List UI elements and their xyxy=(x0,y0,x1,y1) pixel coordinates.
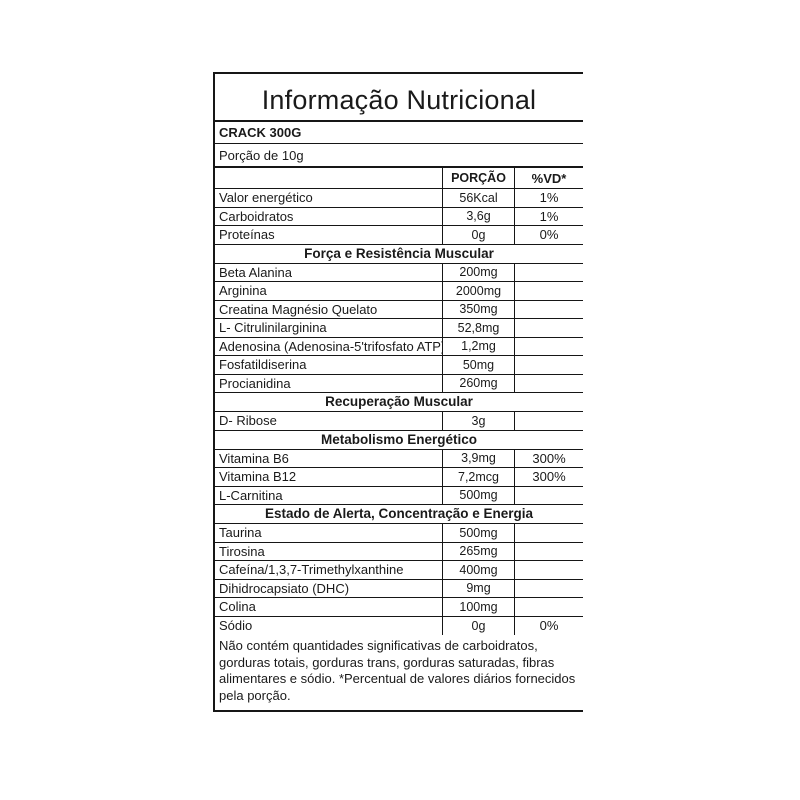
nutrient-row: Arginina 2000mg xyxy=(215,282,583,301)
nutrient-dv xyxy=(515,487,583,505)
nutrient-amount: 500mg xyxy=(443,524,515,542)
nutrient-row: L-Carnitina 500mg xyxy=(215,486,583,505)
nutrient-dv xyxy=(515,319,583,337)
nutrient-dv xyxy=(515,282,583,300)
product-name-row: CRACK 300G xyxy=(215,122,583,144)
section-header-row: Força e Resistência Muscular xyxy=(215,245,583,264)
nutrient-dv xyxy=(515,543,583,561)
nutrient-dv xyxy=(515,301,583,319)
nutrient-dv: 1% xyxy=(539,208,559,224)
nutrient-row: Cafeína/1,3,7-Trimethylxanthine 400mg xyxy=(215,561,583,580)
nutrient-amount: 260mg xyxy=(443,374,515,392)
nutrient-rows-container: Valor energético 56Kcal 1% Carboidratos 3,6g… xyxy=(215,189,583,635)
nutrient-amount: 50mg xyxy=(443,356,515,374)
nutrient-amount: 3,6g xyxy=(443,207,515,225)
nutrient-row: Vitamina B12 7,2mcg 300% xyxy=(215,468,583,487)
nutrient-dv xyxy=(515,561,583,579)
nutrient-amount: 200mg xyxy=(443,263,515,281)
serving-size-row: Porção de 10g xyxy=(215,144,583,168)
nutrient-amount: 400mg xyxy=(443,561,515,579)
footnote: Não contém quantidades significativas de… xyxy=(219,638,576,703)
nutrient-amount: 0g xyxy=(443,616,515,635)
nutrient-amount: 100mg xyxy=(443,598,515,616)
nutrient-row: Tirosina 265mg xyxy=(215,542,583,561)
nutrient-row: Valor energético 56Kcal 1% xyxy=(215,189,583,208)
nutrient-row: Sódio 0g 0% xyxy=(215,616,583,635)
nutrient-amount: 56Kcal xyxy=(443,189,515,207)
nutrient-row: Fosfatildiserina 50mg xyxy=(215,356,583,375)
nutrient-row: Vitamina B6 3,9mg 300% xyxy=(215,449,583,468)
nutrient-dv: 0% xyxy=(539,618,559,634)
nutrient-name: Vitamina B6 xyxy=(215,449,443,467)
section-header-row: Metabolismo Energético xyxy=(215,431,583,450)
nutrient-amount: 500mg xyxy=(443,486,515,504)
nutrient-dv: 1% xyxy=(539,190,559,206)
nutrient-name: Creatina Magnésio Quelato xyxy=(215,300,443,318)
nutrient-dv xyxy=(515,375,583,393)
nutrient-name: Arginina xyxy=(215,282,443,300)
column-header-blank xyxy=(215,168,443,188)
nutrient-dv xyxy=(515,264,583,282)
nutrient-row: Dihidrocapsiato (DHC) 9mg xyxy=(215,579,583,598)
nutrient-name: Cafeína/1,3,7-Trimethylxanthine xyxy=(215,561,443,579)
nutrient-amount: 2000mg xyxy=(443,282,515,300)
nutrient-dv: 300% xyxy=(532,469,566,485)
nutrient-row: Adenosina (Adenosina-5'trifosfato ATP) 1,… xyxy=(215,337,583,356)
nutrient-row: L- Citrulinilarginina 52,8mg xyxy=(215,319,583,338)
nutrient-name: D- Ribose xyxy=(215,412,443,430)
nutrient-dv xyxy=(515,356,583,374)
nutrient-dv xyxy=(515,524,583,542)
nutrient-dv xyxy=(515,598,583,616)
nutrition-facts-table: Informação Nutricional CRACK 300G Porção… xyxy=(213,72,583,712)
nutrition-title: Informação Nutricional xyxy=(261,84,537,115)
nutrient-name: Taurina xyxy=(215,524,443,542)
nutrient-name: Vitamina B12 xyxy=(215,468,443,486)
nutrient-row: Colina 100mg xyxy=(215,598,583,617)
nutrient-name: L- Citrulinilarginina xyxy=(215,319,443,337)
nutrient-dv: 0% xyxy=(539,227,559,243)
nutrient-name: Valor energético xyxy=(215,189,443,207)
nutrient-row: Procianidina 260mg xyxy=(215,374,583,393)
nutrient-name: L-Carnitina xyxy=(215,486,443,504)
nutrient-row: Carboidratos 3,6g 1% xyxy=(215,207,583,226)
serving-size: Porção de 10g xyxy=(219,147,304,163)
nutrient-name: Carboidratos xyxy=(215,207,443,225)
nutrient-name: Tirosina xyxy=(215,542,443,560)
nutrient-name: Sódio xyxy=(215,616,443,635)
nutrient-dv xyxy=(515,412,583,430)
nutrient-amount: 1,2mg xyxy=(443,337,515,355)
column-header-portion: PORÇÃO xyxy=(443,168,515,188)
nutrient-amount: 7,2mcg xyxy=(443,468,515,486)
nutrient-row: Beta Alanina 200mg xyxy=(215,263,583,282)
nutrient-row: Creatina Magnésio Quelato 350mg xyxy=(215,300,583,319)
product-name: CRACK 300G xyxy=(219,125,302,140)
nutrient-name: Adenosina (Adenosina-5'trifosfato ATP) xyxy=(215,337,443,355)
section-header-row: Recuperação Muscular xyxy=(215,393,583,412)
title-row: Informação Nutricional xyxy=(215,74,583,122)
nutrient-amount: 350mg xyxy=(443,300,515,318)
nutrient-amount: 0g xyxy=(443,226,515,244)
column-header-row: PORÇÃO %VD* xyxy=(215,168,583,189)
nutrient-dv xyxy=(515,580,583,598)
nutrient-amount: 9mg xyxy=(443,579,515,597)
nutrient-name: Colina xyxy=(215,598,443,616)
nutrient-amount: 52,8mg xyxy=(443,319,515,337)
column-header-dv: %VD* xyxy=(531,170,567,186)
nutrient-name: Beta Alanina xyxy=(215,263,443,281)
nutrient-row: Proteínas 0g 0% xyxy=(215,226,583,245)
nutrient-amount: 265mg xyxy=(443,542,515,560)
section-header-row: Estado de Alerta, Concentração e Energia xyxy=(215,505,583,524)
nutrient-row: Taurina 500mg xyxy=(215,524,583,543)
nutrient-amount: 3g xyxy=(443,412,515,430)
nutrient-name: Procianidina xyxy=(215,374,443,392)
nutrient-name: Proteínas xyxy=(215,226,443,244)
nutrient-name: Fosfatildiserina xyxy=(215,356,443,374)
nutrient-row: D- Ribose 3g xyxy=(215,412,583,431)
nutrient-dv xyxy=(515,338,583,356)
nutrient-name: Dihidrocapsiato (DHC) xyxy=(215,579,443,597)
nutrient-dv: 300% xyxy=(532,450,566,466)
nutrient-amount: 3,9mg xyxy=(443,449,515,467)
